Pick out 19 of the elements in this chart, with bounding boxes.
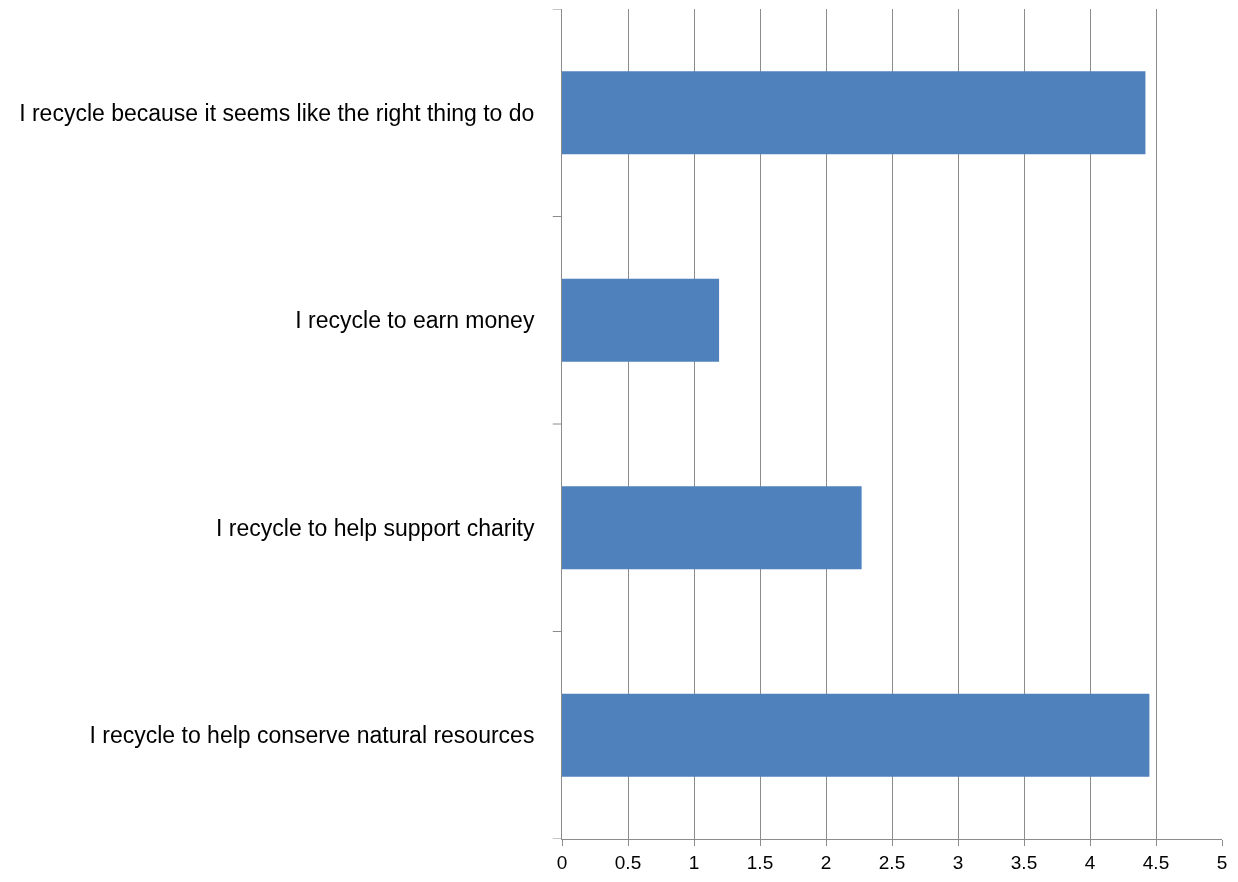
bar [562, 71, 1146, 155]
x-tick-label: 0 [556, 851, 568, 873]
bar [562, 693, 1150, 777]
x-tick-label: 0.5 [614, 851, 642, 873]
x-tick-label: 4 [1084, 851, 1096, 873]
x-tick-label: 3.5 [1010, 851, 1038, 873]
bar [562, 278, 720, 362]
x-tick-label: 2 [820, 851, 832, 873]
x-tick-label: 3 [952, 851, 964, 873]
x-tick-label: 2.5 [878, 851, 906, 873]
y-tick-label: I recycle to help conserve natural resources [89, 722, 535, 749]
x-tick-label: 1.5 [746, 851, 774, 873]
x-tick-label: 5 [1216, 851, 1228, 873]
y-tick-label: I recycle because it seems like the right thing to do [19, 99, 535, 126]
x-tick-label: 1 [688, 851, 700, 873]
x-tick-label: 4.5 [1142, 851, 1170, 873]
y-tick-label: I recycle to earn money [295, 307, 535, 334]
y-tick-label: I recycle to help support charity [216, 514, 535, 541]
bar [562, 486, 862, 570]
